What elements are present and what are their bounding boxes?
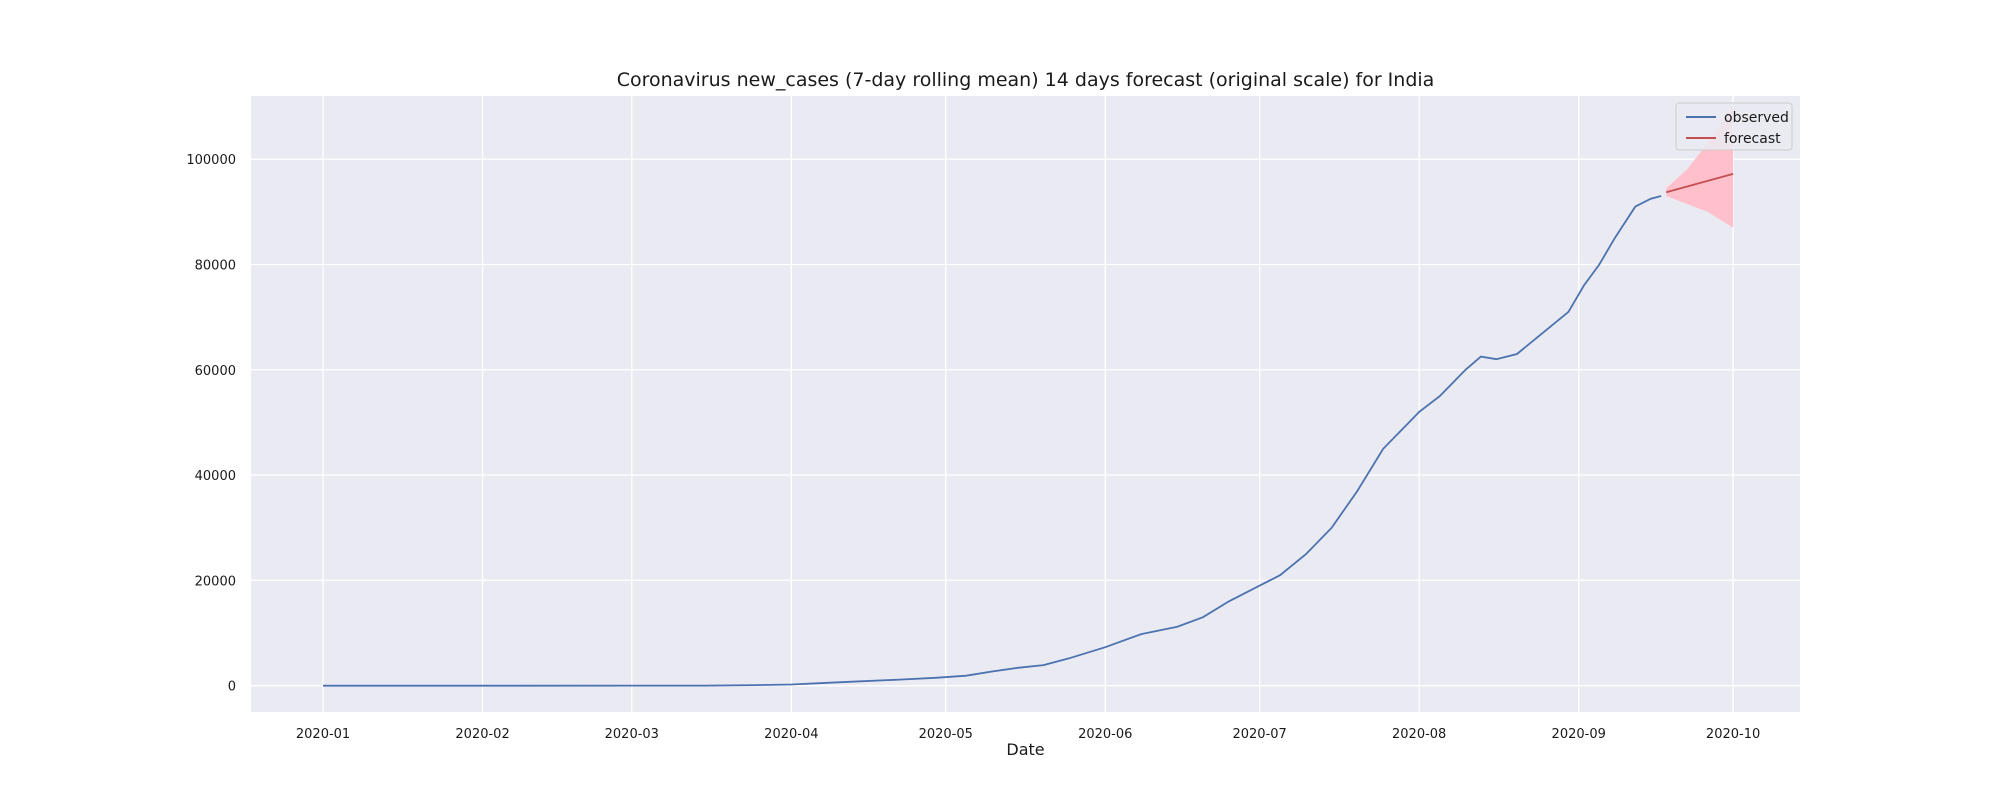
y-tick-label: 40000 <box>195 469 236 484</box>
y-tick-label: 100000 <box>186 153 236 168</box>
y-tick-label: 20000 <box>195 574 236 589</box>
legend: observed forecast <box>1675 102 1793 151</box>
x-tick-label: 2020-03 <box>605 727 659 742</box>
chart-title: Coronavirus new_cases (7-day rolling mea… <box>617 69 1435 91</box>
forecast-series-line <box>1665 173 1734 194</box>
y-tick-label: 60000 <box>195 364 236 379</box>
y-tick-label: 80000 <box>195 258 236 273</box>
x-tick-label: 2020-10 <box>1706 727 1760 742</box>
x-tick-label: 2020-09 <box>1552 727 1606 742</box>
x-tick-label: 2020-04 <box>764 727 818 742</box>
x-axis-label: Date <box>1006 740 1044 759</box>
x-tick-label: 2020-01 <box>296 727 350 742</box>
x-tick-label: 2020-02 <box>455 727 509 742</box>
x-tick-label: 2020-07 <box>1232 727 1286 742</box>
legend-label-observed: observed <box>1724 110 1789 126</box>
observed-series-line <box>323 195 1662 687</box>
plot-area <box>251 96 1800 712</box>
axis-ticks: 2020-01 2020-02 2020-03 2020-04 2020-05 2020-… <box>186 153 1760 742</box>
x-tick-label: 2020-05 <box>919 727 973 742</box>
x-tick-label: 2020-06 <box>1078 727 1132 742</box>
legend-label-forecast: forecast <box>1724 131 1781 147</box>
x-tick-label: 2020-08 <box>1392 727 1446 742</box>
y-tick-label: 0 <box>228 680 236 695</box>
